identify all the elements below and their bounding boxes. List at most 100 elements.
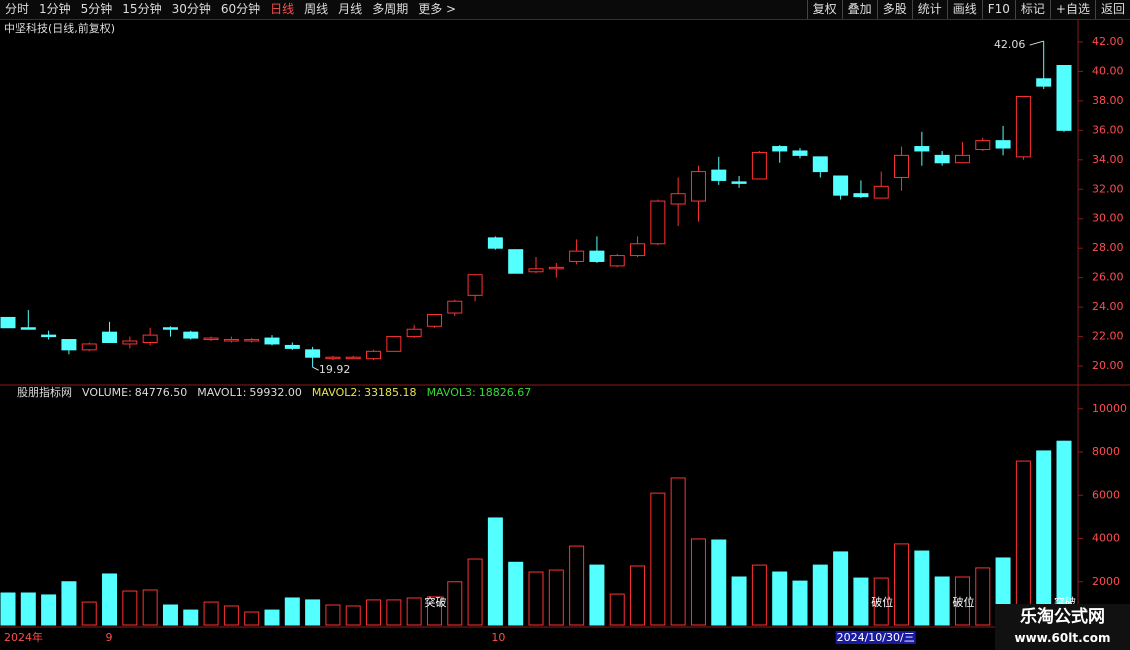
- candle-body: [772, 146, 788, 152]
- volume-bar: [305, 599, 321, 626]
- action-button[interactable]: 叠加: [841, 0, 877, 19]
- period-tab[interactable]: 30分钟: [171, 2, 211, 16]
- volume-bar: [711, 539, 727, 626]
- volume-bar: [954, 576, 970, 626]
- period-tab[interactable]: 更多 >: [418, 2, 457, 16]
- candle-body: [853, 193, 869, 198]
- candle-body: [122, 340, 138, 345]
- candle-body: [731, 181, 747, 184]
- period-tab[interactable]: 分时: [5, 2, 30, 16]
- indicator-label: MAVOL3:: [427, 386, 476, 399]
- period-tab[interactable]: 1分钟: [39, 2, 71, 16]
- candle-body: [142, 334, 158, 343]
- volume-bar: [914, 550, 930, 626]
- volume-bar: [569, 545, 585, 626]
- candle-body: [467, 274, 483, 296]
- y-tick-label: 26.00: [1092, 271, 1124, 284]
- candle-body: [954, 154, 970, 164]
- action-button[interactable]: 返回: [1094, 0, 1130, 19]
- action-button[interactable]: F10: [981, 0, 1015, 19]
- candle-body: [264, 337, 280, 345]
- volume-bar: [609, 593, 625, 626]
- candle-body: [1036, 78, 1052, 87]
- action-button[interactable]: 画线: [946, 0, 982, 19]
- candle-body: [609, 255, 625, 267]
- volume-bar: [244, 611, 260, 626]
- action-button[interactable]: 复权: [806, 0, 842, 19]
- volume-bar: [203, 601, 219, 626]
- volume-bar: [366, 599, 382, 626]
- candle-body: [203, 337, 219, 341]
- x-tick-label: 2024/10/30/三: [837, 631, 915, 644]
- period-tab[interactable]: 60分钟: [220, 2, 261, 16]
- candle-body: [914, 146, 930, 152]
- y-tick-label: 20.00: [1092, 359, 1124, 372]
- volume-bar: [284, 597, 300, 626]
- volume-bar: [487, 517, 503, 626]
- crosshair-date-bg: [835, 631, 916, 644]
- period-tab[interactable]: 日线: [270, 2, 295, 16]
- period-tab[interactable]: 5分钟: [80, 2, 113, 16]
- candle-body: [61, 339, 77, 351]
- volume-bar: [589, 564, 605, 626]
- volume-bar: [406, 597, 422, 626]
- volume-bar: [873, 577, 889, 626]
- candle-body: [833, 175, 849, 196]
- volume-bar: [690, 538, 706, 626]
- volume-bar: [325, 604, 341, 626]
- period-tab[interactable]: 月线: [338, 2, 363, 16]
- volume-bar: [1015, 460, 1031, 626]
- high-pointer: [1029, 40, 1044, 46]
- y-tick-label: 4000: [1092, 532, 1120, 545]
- candle-body: [487, 237, 503, 249]
- y-tick-label: 28.00: [1092, 241, 1124, 254]
- period-tab[interactable]: 15分钟: [122, 2, 162, 16]
- candle-body: [690, 171, 706, 202]
- volume-bar: [772, 571, 788, 626]
- candle-body: [183, 331, 199, 339]
- volume-bar: [102, 573, 118, 626]
- action-button[interactable]: +自选: [1049, 0, 1095, 19]
- candle-body: [386, 336, 402, 352]
- volume-bar: [467, 558, 483, 626]
- candle-body: [366, 350, 382, 360]
- y-tick-label: 22.00: [1092, 330, 1124, 343]
- candle-body: [569, 250, 585, 262]
- chart: 中坚科技(日线,前复权) 股朋指标网 20.00 22.00 24.00 26.00 2…: [0, 20, 1130, 644]
- indicator-label: VOLUME:: [82, 386, 132, 399]
- candle-body: [812, 156, 828, 173]
- candle-body: [223, 339, 239, 342]
- action-button[interactable]: 统计: [911, 0, 947, 19]
- candle-body: [1056, 65, 1072, 131]
- volume-bar: [670, 477, 686, 626]
- candle-body: [751, 151, 767, 180]
- candle-body: [711, 169, 727, 181]
- candle-body: [508, 249, 524, 274]
- action-button[interactable]: 多股: [876, 0, 912, 19]
- period-tab[interactable]: 周线: [304, 2, 329, 16]
- period-tabs: 分时 1分钟 5分钟 15分钟 30分钟 60分钟 日线 周线 月线 多周期 更多 >: [0, 0, 461, 19]
- volume-bar: [122, 590, 138, 626]
- y-tick-label: 2000: [1092, 575, 1120, 588]
- candle-body: [284, 344, 300, 349]
- chart-title: 中坚科技(日线,前复权): [4, 21, 115, 35]
- period-tab[interactable]: 多周期: [372, 2, 409, 16]
- volume-title: 股朋指标网: [17, 385, 72, 399]
- indicator-label: MAVOL1:: [197, 386, 246, 399]
- volume-bar: [183, 609, 199, 626]
- volume-bar: [934, 576, 950, 626]
- action-button[interactable]: 标记: [1014, 0, 1050, 19]
- volume-bar: [162, 604, 178, 626]
- candle-body: [162, 327, 178, 330]
- volume-bar: [0, 592, 16, 626]
- candle-body: [995, 140, 1011, 149]
- signal-label: 破位: [871, 595, 893, 609]
- candle-body: [975, 140, 991, 150]
- candle-body: [528, 268, 544, 273]
- volume-bar: [61, 581, 77, 626]
- y-tick-label: 10000: [1092, 402, 1127, 415]
- indicator-label: MAVOL2:: [312, 386, 361, 399]
- action-buttons: 复权 叠加 多股 统计 画线 F10 标记 +自选 返回: [806, 0, 1130, 19]
- y-tick-label: 6000: [1092, 488, 1120, 501]
